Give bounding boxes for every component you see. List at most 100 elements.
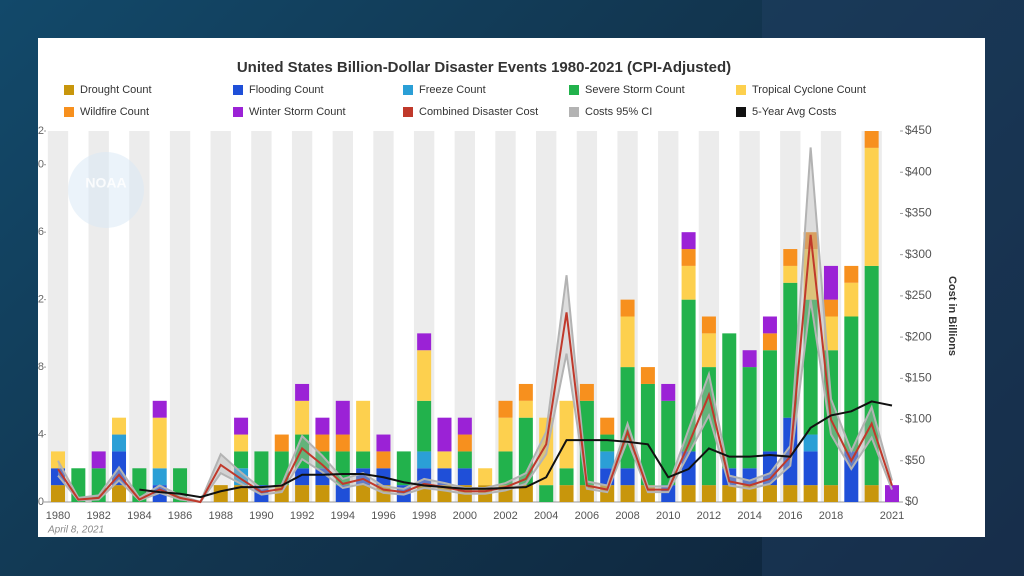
bar-segment (783, 265, 798, 283)
bar-segment (722, 485, 737, 502)
x-tick-label: 2012 (697, 510, 721, 522)
y2-tick-label: $350 (905, 206, 932, 220)
bar-segment (559, 400, 574, 469)
bar-segment (742, 367, 757, 469)
bar-segment (518, 485, 533, 502)
bar-segment (864, 131, 879, 148)
x-tick-label: 2018 (819, 510, 843, 522)
legend-swatch (233, 85, 243, 95)
bar-segment (152, 468, 167, 486)
x-tick-label: 1992 (290, 510, 314, 522)
bar-segment (844, 282, 859, 317)
y-tick-label: 6 (38, 226, 44, 238)
bar-segment (234, 451, 249, 469)
bar-segment (478, 468, 493, 486)
bar-segment (437, 468, 452, 486)
x-tick-label: 2014 (737, 510, 761, 522)
bar-segment (518, 383, 533, 401)
bar-segment (335, 485, 350, 502)
bar-segment (762, 350, 777, 452)
chart-title: United States Billion-Dollar Disaster Ev… (237, 59, 731, 76)
bar-segment (783, 249, 798, 266)
bar-segment (722, 333, 737, 469)
bar-segment (498, 451, 513, 486)
bar-segment (620, 468, 635, 486)
logo (68, 152, 144, 228)
bar-segment (376, 434, 391, 452)
line-series (57, 234, 893, 504)
bar-segment (356, 451, 371, 469)
legend-label: Drought Count (80, 84, 152, 96)
legend-swatch (64, 107, 74, 117)
x-tick-label: 1986 (168, 510, 192, 522)
x-tick-label: 2002 (493, 510, 517, 522)
bar-segment (315, 468, 330, 486)
bar-segment (112, 434, 127, 452)
bar-segment (295, 383, 310, 401)
legend-label: Wildfire Count (80, 106, 149, 118)
legend-label: Costs 95% CI (585, 106, 652, 118)
legend-swatch (403, 85, 413, 95)
bar-segment (274, 434, 289, 452)
bar-segment (457, 434, 472, 452)
legend-label: Severe Storm Count (585, 84, 685, 96)
bar-segment (783, 485, 798, 502)
bar-segment (742, 485, 757, 502)
bar-segment (91, 451, 106, 469)
legend-swatch (736, 107, 746, 117)
bar-segment (844, 316, 859, 452)
bar-segment (600, 451, 615, 469)
grid-band (129, 131, 150, 502)
bar-segment (234, 485, 249, 502)
bar-segment (681, 299, 696, 452)
y2-tick-label: $450 (905, 123, 932, 137)
legend-label: 5-Year Avg Costs (752, 106, 837, 118)
bar-segment (417, 400, 432, 452)
x-tick-label: 1998 (412, 510, 436, 522)
bar-segment (762, 333, 777, 351)
y2-tick-label: $0 (905, 494, 919, 508)
bar-segment (417, 350, 432, 401)
bar-segment (254, 451, 269, 486)
legend-swatch (233, 107, 243, 117)
bar-segment (437, 451, 452, 469)
legend-label: Combined Disaster Cost (419, 106, 538, 118)
y2-tick-label: $150 (905, 371, 932, 385)
bar-segment (742, 350, 757, 368)
bar-segment (518, 400, 533, 418)
x-tick-label: 1990 (249, 510, 273, 522)
legend-swatch (64, 85, 74, 95)
legend-swatch (403, 107, 413, 117)
x-tick-label: 2000 (453, 510, 477, 522)
bar-segment (213, 485, 228, 502)
grid-band (454, 131, 475, 502)
bar-segment (152, 417, 167, 469)
legend-label: Freeze Count (419, 84, 486, 96)
bar-segment (681, 485, 696, 502)
bar-segment (437, 417, 452, 452)
bar-segment (417, 333, 432, 351)
bar-segment (701, 333, 716, 368)
bar-segment (762, 451, 777, 486)
bar-segment (681, 232, 696, 250)
bar-segment (681, 249, 696, 266)
bar-segment (579, 383, 594, 401)
y-tick-label: 2 (38, 294, 44, 306)
bar-segment (559, 485, 574, 502)
x-tick-label: 1996 (371, 510, 395, 522)
bar-segment (844, 265, 859, 283)
bar-segment (742, 468, 757, 486)
grid-band (251, 131, 272, 502)
bar-segment (885, 485, 899, 502)
x-tick-label: 2016 (778, 510, 802, 522)
bar-segment (112, 417, 127, 435)
bar-segment (681, 265, 696, 300)
grid-band (373, 131, 394, 502)
bar-segment (417, 451, 432, 469)
y2-tick-label: $250 (905, 288, 932, 302)
y2-tick-label: $100 (905, 412, 932, 426)
bar-segment (457, 451, 472, 469)
bar-segment (823, 265, 838, 300)
